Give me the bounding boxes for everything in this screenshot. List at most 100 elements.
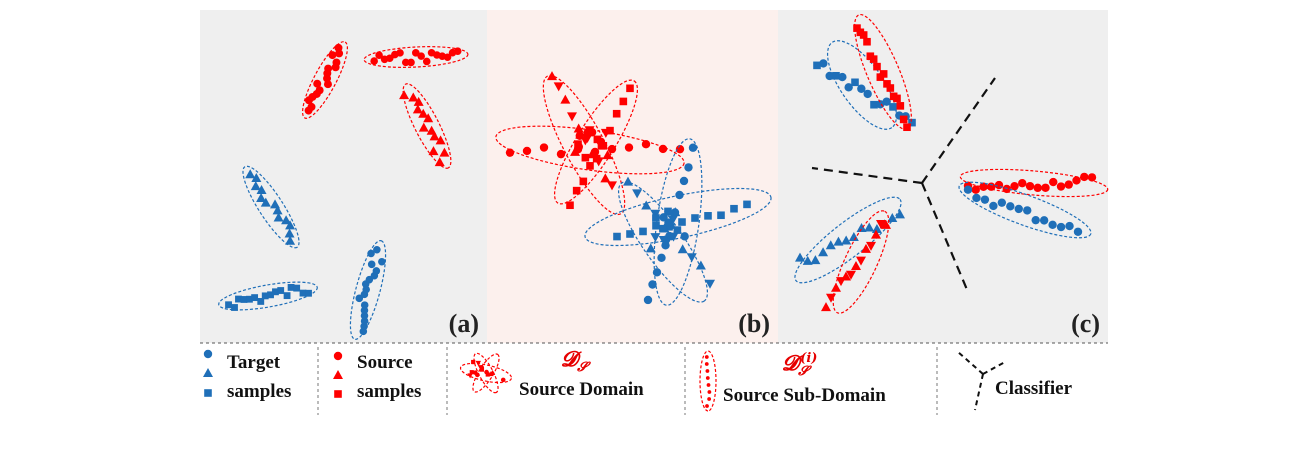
source-sample-sq bbox=[586, 162, 594, 170]
target-sample-sq bbox=[277, 287, 285, 294]
target-sample-circ bbox=[1056, 222, 1066, 232]
target-sample-sq bbox=[305, 289, 312, 297]
source-sample-tri bbox=[408, 92, 419, 102]
target-sample-circ bbox=[680, 232, 689, 241]
source-sample-tri bbox=[826, 293, 836, 303]
target-sample-circ bbox=[373, 245, 381, 254]
target-sample-sq bbox=[283, 292, 291, 300]
legend-domain-label: Source Domain bbox=[519, 379, 644, 400]
source-sample-sq bbox=[899, 115, 908, 124]
target-sample-circ bbox=[1073, 227, 1083, 236]
target-sample-tri bbox=[864, 222, 875, 232]
target-cluster-ellipse bbox=[242, 165, 300, 249]
target-sample-sq bbox=[691, 214, 699, 222]
target-sample-sq bbox=[204, 389, 212, 397]
target-sample-circ bbox=[1065, 221, 1074, 231]
source-sample-circ bbox=[417, 52, 425, 60]
source-sample-tri bbox=[607, 181, 617, 191]
target-sample-sq bbox=[730, 204, 738, 213]
target-sample-circ bbox=[203, 349, 213, 359]
source-sample-tri bbox=[547, 71, 557, 81]
source-sample-circ bbox=[1056, 182, 1066, 191]
target-sample-sq bbox=[889, 103, 897, 111]
target-sample-tri bbox=[270, 199, 281, 209]
target-sample-circ bbox=[659, 213, 668, 222]
target-sample-circ bbox=[838, 72, 847, 82]
source-sample-circ bbox=[1064, 180, 1073, 189]
source-sample-circ bbox=[987, 182, 996, 191]
source-sample-sq bbox=[592, 154, 601, 163]
source-sample-sq bbox=[896, 102, 905, 110]
source-sample-tri bbox=[428, 146, 439, 156]
source-sample-circ bbox=[704, 355, 709, 359]
source-sample-tri bbox=[553, 82, 564, 92]
source-sample-tri bbox=[567, 112, 577, 122]
source-sample-circ bbox=[324, 64, 333, 73]
source-cluster-ellipse bbox=[402, 83, 452, 169]
target-sample-sq bbox=[652, 214, 660, 222]
source-sample-sq bbox=[579, 177, 588, 186]
target-sample-sq bbox=[613, 232, 621, 241]
panel-label-c: (c) bbox=[1071, 309, 1100, 338]
target-sample-sq bbox=[743, 200, 751, 209]
panel-label-a: (a) bbox=[448, 309, 479, 338]
source-subdomain-ellipse bbox=[959, 168, 1109, 198]
source-sample-circ bbox=[706, 383, 711, 387]
source-cluster-ellipse bbox=[363, 46, 469, 68]
target-sample-tri bbox=[632, 189, 643, 199]
target-sample-circ bbox=[963, 185, 973, 194]
target-domain-ellipse bbox=[617, 181, 709, 303]
source-sample-sq bbox=[893, 94, 901, 103]
source-sample-circ bbox=[1033, 183, 1042, 193]
target-sample-circ bbox=[378, 257, 386, 266]
source-sample-circ bbox=[575, 131, 584, 140]
panel-c: (c) bbox=[778, 10, 1108, 343]
legend-subdomain-label: Source Sub-Domain bbox=[723, 385, 886, 406]
source-sample-circ bbox=[505, 148, 515, 157]
target-sample-circ bbox=[972, 193, 981, 203]
target-sample-sq bbox=[639, 227, 647, 236]
target-sample-circ bbox=[688, 143, 698, 152]
target-sample-circ bbox=[367, 260, 376, 269]
source-sample-sq bbox=[334, 390, 342, 398]
legend-subdomain-ellipse bbox=[699, 350, 717, 412]
target-sample-circ bbox=[1014, 204, 1023, 214]
source-sample-circ bbox=[624, 143, 634, 152]
source-sample-circ bbox=[396, 49, 404, 57]
legend-source-line1: Source bbox=[357, 352, 413, 373]
target-sample-sq bbox=[293, 284, 301, 292]
target-sample-circ bbox=[1006, 202, 1015, 211]
source-sample-circ bbox=[994, 180, 1004, 190]
target-domain-ellipse bbox=[584, 187, 772, 247]
target-sample-circ bbox=[1048, 220, 1057, 230]
source-sample-sq bbox=[612, 109, 621, 118]
target-sample-sq bbox=[851, 78, 859, 87]
target-sample-tri bbox=[677, 244, 688, 254]
source-sample-circ bbox=[607, 144, 617, 154]
target-sample-circ bbox=[980, 195, 990, 204]
target-sample-circ bbox=[1023, 206, 1032, 215]
target-sample-tri bbox=[686, 253, 697, 263]
source-sample-circ bbox=[539, 143, 549, 152]
target-sample-circ bbox=[652, 268, 662, 277]
target-sample-sq bbox=[717, 211, 725, 220]
source-sample-circ bbox=[484, 369, 489, 375]
source-sample-tri bbox=[418, 122, 429, 132]
source-sample-sq bbox=[471, 359, 476, 365]
source-sample-circ bbox=[707, 397, 712, 401]
source-sample-circ bbox=[333, 351, 343, 361]
target-sample-circ bbox=[679, 176, 689, 186]
target-sample-tri bbox=[810, 255, 821, 265]
target-sample-sq bbox=[673, 226, 682, 234]
source-sample-circ bbox=[332, 58, 341, 67]
source-sample-sq bbox=[879, 70, 888, 78]
target-sample-sq bbox=[251, 294, 259, 302]
source-sample-sq bbox=[572, 186, 581, 195]
source-sample-sq bbox=[626, 84, 634, 93]
panel-label-b: (b) bbox=[738, 309, 770, 338]
target-sample-sq bbox=[678, 218, 686, 226]
source-sample-circ bbox=[334, 43, 343, 52]
target-sample-circ bbox=[648, 280, 657, 289]
source-sample-circ bbox=[658, 144, 668, 154]
source-sample-circ bbox=[522, 146, 532, 156]
